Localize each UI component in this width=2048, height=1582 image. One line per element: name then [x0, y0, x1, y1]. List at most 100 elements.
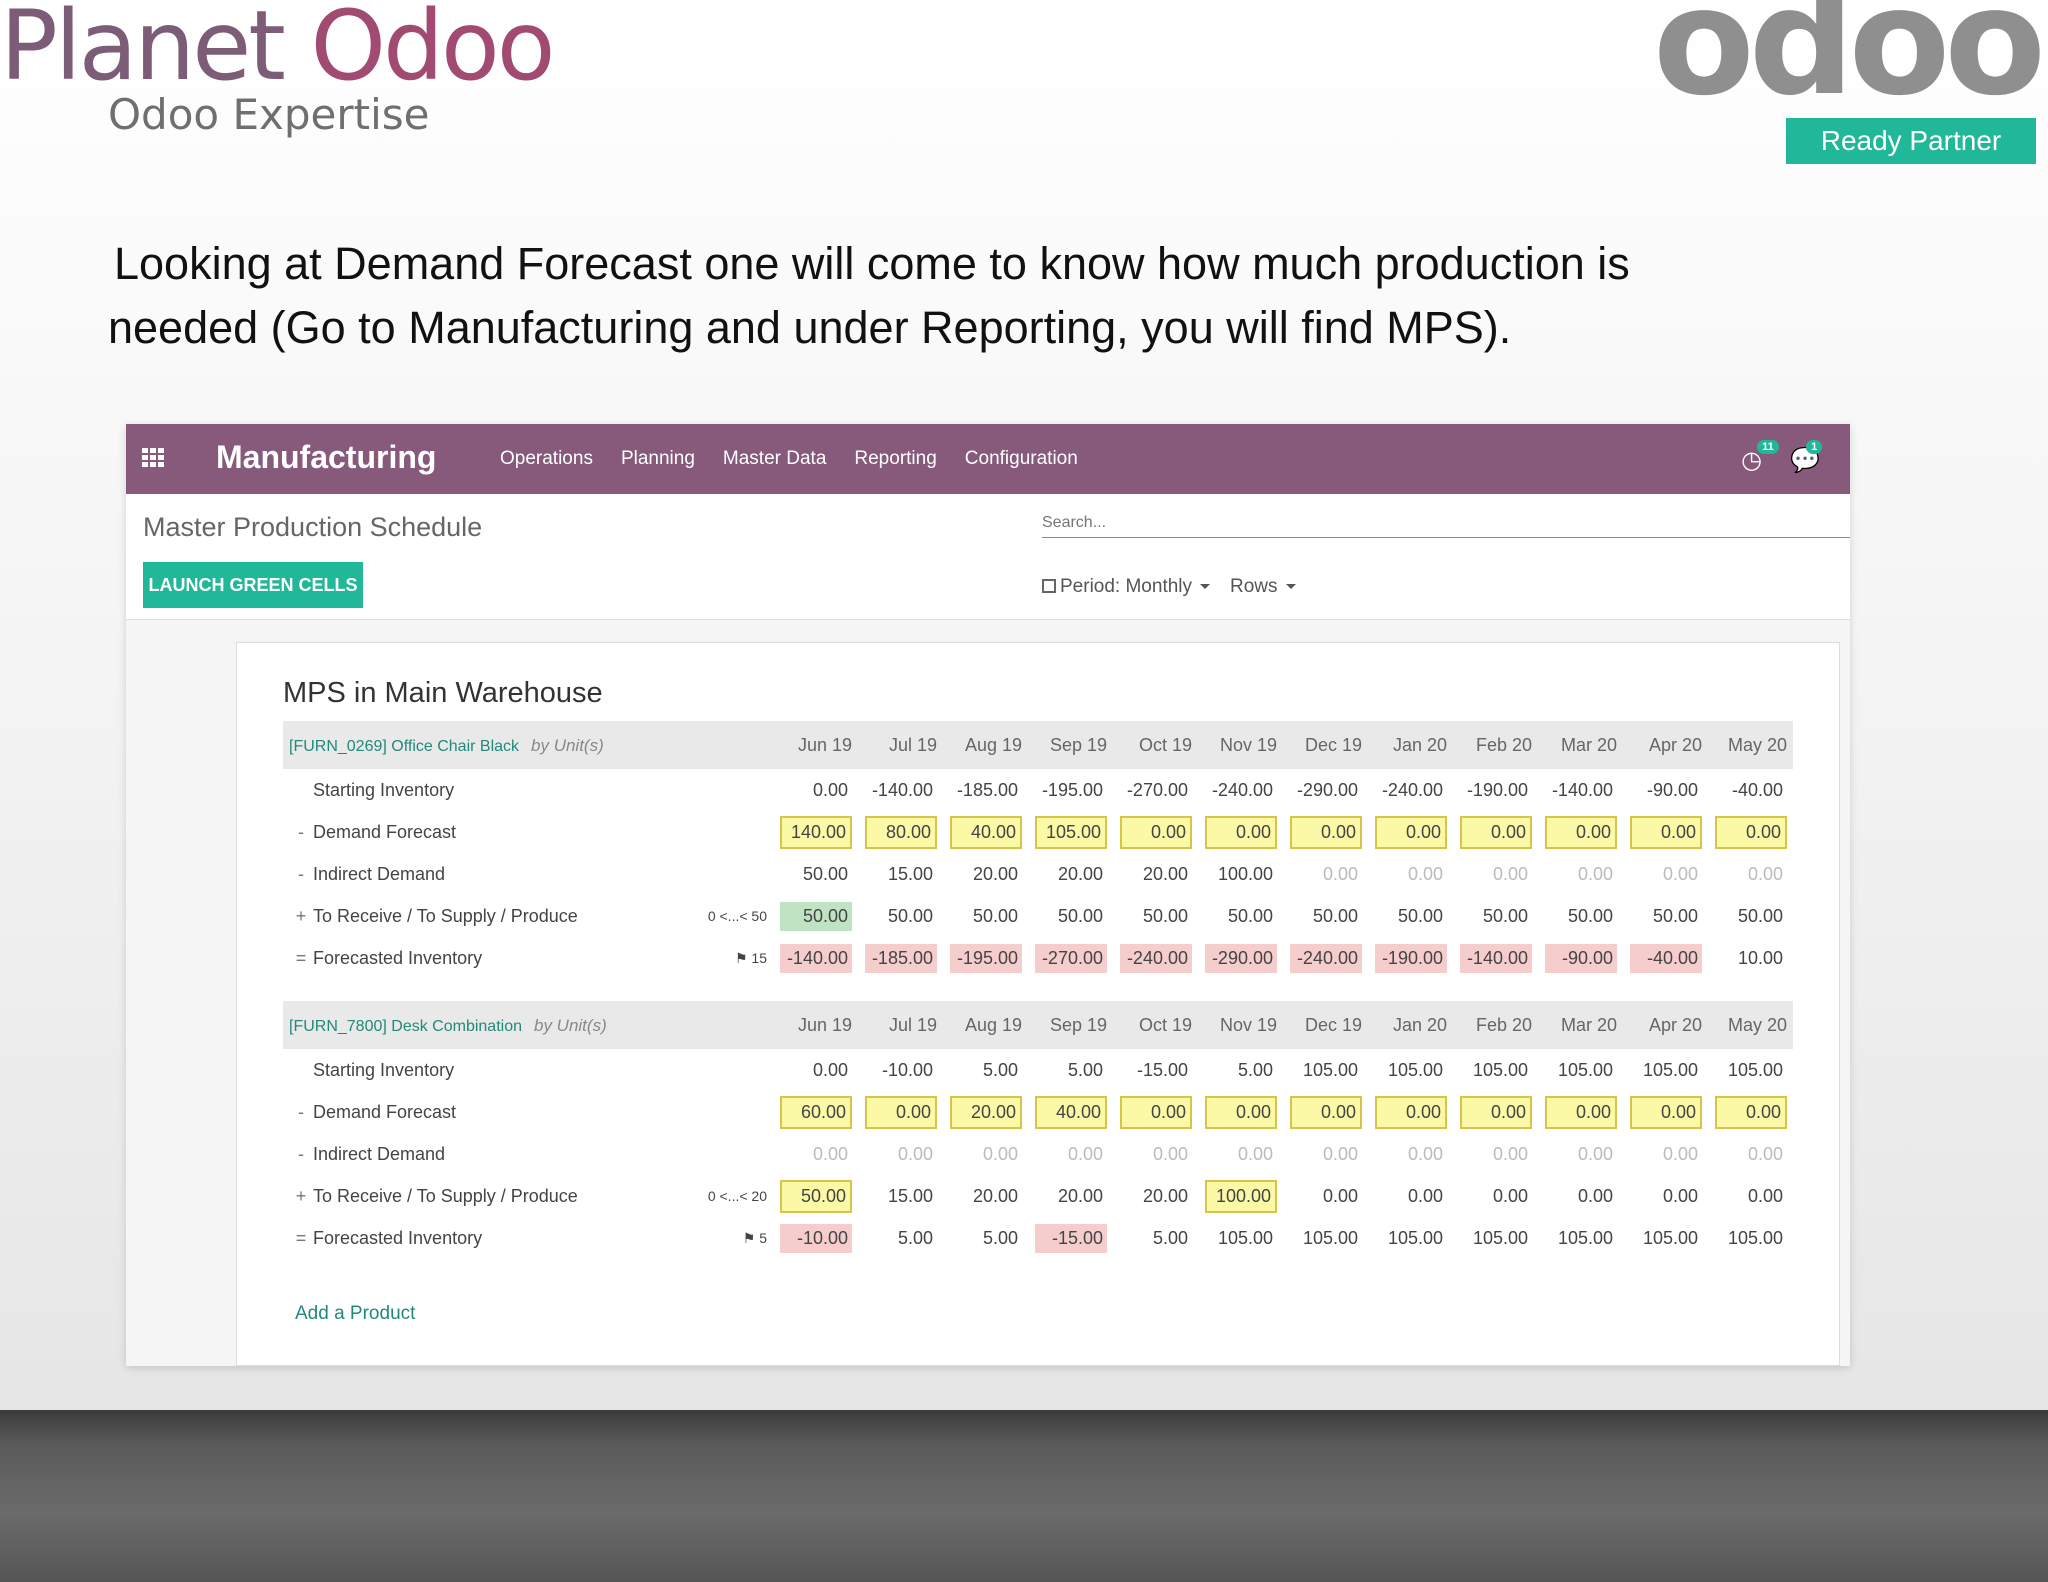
- mps-value-cell[interactable]: 0.00: [1623, 811, 1708, 853]
- mps-value-cell: 105.00: [1623, 1049, 1708, 1091]
- mps-value-cell[interactable]: 0.00: [858, 1091, 943, 1133]
- mps-value-cell[interactable]: 0.00: [1538, 1091, 1623, 1133]
- control-panel: Master Production Schedule LAUNCH GREEN …: [126, 494, 1850, 620]
- mps-value[interactable]: 40.00: [950, 815, 1022, 849]
- safety-range[interactable]: 0 <...< 20: [683, 1175, 773, 1217]
- mps-value-cell[interactable]: 0.00: [1368, 1091, 1453, 1133]
- mps-value-cell: -140.00: [1453, 937, 1538, 979]
- product-code[interactable]: [FURN_0269] Office Chair Black: [289, 737, 520, 755]
- rows-label: Rows: [1230, 576, 1278, 597]
- mps-value-cell: 105.00: [1453, 1217, 1538, 1259]
- mps-row: Starting Inventory 0.00 -140.00 -185.00 -195…: [283, 769, 1793, 811]
- mps-value-cell: 0.00: [1283, 1133, 1368, 1175]
- mps-value-cell[interactable]: 0.00: [1113, 1091, 1198, 1133]
- search-input[interactable]: [1042, 508, 1850, 538]
- mps-value-cell[interactable]: 0.00: [1283, 811, 1368, 853]
- mps-value-cell[interactable]: 0.00: [1453, 1091, 1538, 1133]
- mps-value[interactable]: 0.00: [1375, 815, 1447, 849]
- mps-value-cell[interactable]: 0.00: [1623, 1091, 1708, 1133]
- mps-value[interactable]: 0.00: [865, 1095, 937, 1129]
- mps-value[interactable]: 0.00: [1460, 815, 1532, 849]
- mps-value: -240.00: [1290, 943, 1362, 973]
- mps-value-cell[interactable]: 0.00: [1368, 811, 1453, 853]
- apps-grid-icon[interactable]: [142, 448, 168, 470]
- rows-dropdown[interactable]: Rows: [1230, 576, 1296, 598]
- mps-value-cell[interactable]: 50.00: [773, 1175, 858, 1217]
- mps-value[interactable]: 0.00: [1545, 815, 1617, 849]
- mps-value[interactable]: 0.00: [1120, 815, 1192, 849]
- period-dropdown[interactable]: Period: Monthly: [1042, 576, 1211, 598]
- add-product-link[interactable]: Add a Product: [295, 1303, 416, 1324]
- row-label-text: Demand Forecast: [313, 821, 457, 842]
- mps-value-cell[interactable]: 140.00: [773, 811, 858, 853]
- product-name[interactable]: [FURN_7800] Desk Combination by Unit(s): [283, 1001, 773, 1049]
- mps-value[interactable]: 0.00: [1290, 1095, 1362, 1129]
- mps-value-cell[interactable]: 20.00: [943, 1091, 1028, 1133]
- launch-green-cells-button[interactable]: LAUNCH GREEN CELLS: [143, 562, 363, 608]
- mps-value-cell[interactable]: 0.00: [1198, 1091, 1283, 1133]
- mps-value: -40.00: [1630, 943, 1702, 973]
- mps-value[interactable]: 0.00: [1205, 815, 1277, 849]
- mps-value-cell[interactable]: 105.00: [1028, 811, 1113, 853]
- safety-range: [683, 1091, 773, 1133]
- messages-icon[interactable]: 💬 1: [1790, 440, 1823, 475]
- mps-value: 15.00: [887, 863, 933, 884]
- row-sign: -: [298, 821, 304, 842]
- mps-value-cell[interactable]: 0.00: [1708, 811, 1793, 853]
- mps-value[interactable]: 0.00: [1630, 815, 1702, 849]
- mps-value-cell[interactable]: 40.00: [943, 811, 1028, 853]
- mps-value-cell: 5.00: [1198, 1049, 1283, 1091]
- mps-value-cell[interactable]: 80.00: [858, 811, 943, 853]
- mps-value-cell[interactable]: 100.00: [1198, 1175, 1283, 1217]
- mps-value[interactable]: 0.00: [1545, 1095, 1617, 1129]
- mps-value[interactable]: 80.00: [865, 815, 937, 849]
- mps-value-cell: 50.00: [1368, 895, 1453, 937]
- mps-value-cell[interactable]: 0.00: [1113, 811, 1198, 853]
- mps-value[interactable]: 140.00: [780, 815, 852, 849]
- mps-value[interactable]: 0.00: [1715, 815, 1787, 849]
- mps-value[interactable]: 0.00: [1290, 815, 1362, 849]
- mps-value: 0.00: [1747, 1185, 1783, 1206]
- mps-value[interactable]: 20.00: [950, 1095, 1022, 1129]
- mps-value-cell[interactable]: 0.00: [1538, 811, 1623, 853]
- row-label-text: Indirect Demand: [313, 863, 446, 884]
- menu-master-data[interactable]: Master Data: [722, 448, 827, 469]
- mps-value-cell: -10.00: [773, 1217, 858, 1259]
- menu-operations[interactable]: Operations: [500, 448, 593, 469]
- mps-value[interactable]: 0.00: [1120, 1095, 1192, 1129]
- mps-value-cell[interactable]: 40.00: [1028, 1091, 1113, 1133]
- mps-value[interactable]: 105.00: [1035, 815, 1107, 849]
- mps-value: 20.00: [1057, 863, 1103, 884]
- mps-value-cell[interactable]: 60.00: [773, 1091, 858, 1133]
- mps-value[interactable]: 60.00: [780, 1095, 852, 1129]
- menu-configuration[interactable]: Configuration: [964, 448, 1078, 469]
- menu-reporting[interactable]: Reporting: [854, 448, 937, 469]
- mps-value[interactable]: 40.00: [1035, 1095, 1107, 1129]
- safety-range[interactable]: 0 <...< 50: [683, 895, 773, 937]
- product-name[interactable]: [FURN_0269] Office Chair Black by Unit(s): [283, 721, 773, 769]
- mps-value: 105.00: [1217, 1227, 1273, 1248]
- mps-value-cell[interactable]: 0.00: [1283, 1091, 1368, 1133]
- ready-partner-badge: Ready Partner: [1786, 118, 2036, 164]
- activity-icon[interactable]: ◷ 11: [1741, 440, 1779, 475]
- map-marker-icon: ⚑: [742, 1229, 760, 1246]
- mps-value[interactable]: 0.00: [1630, 1095, 1702, 1129]
- mps-value[interactable]: 50.00: [780, 1179, 852, 1213]
- mps-value-cell[interactable]: 0.00: [1198, 811, 1283, 853]
- app-name[interactable]: Manufacturing: [216, 439, 437, 475]
- menu-planning[interactable]: Planning: [620, 448, 695, 469]
- mps-title: MPS in Main Warehouse: [283, 677, 603, 709]
- row-label: = Forecasted Inventory: [283, 1217, 683, 1259]
- product-code[interactable]: [FURN_7800] Desk Combination: [289, 1017, 522, 1035]
- mps-value[interactable]: 100.00: [1205, 1179, 1277, 1213]
- row-label-text: To Receive / To Supply / Produce: [313, 905, 578, 926]
- mps-value-cell: 105.00: [1538, 1049, 1623, 1091]
- mps-value-cell[interactable]: 0.00: [1708, 1091, 1793, 1133]
- mps-value[interactable]: 0.00: [1460, 1095, 1532, 1129]
- mps-value[interactable]: 0.00: [1715, 1095, 1787, 1129]
- mps-value[interactable]: 0.00: [1375, 1095, 1447, 1129]
- mps-value: 0.00: [1407, 863, 1443, 884]
- mps-value[interactable]: 0.00: [1205, 1095, 1277, 1129]
- row-label: Starting Inventory: [283, 1049, 683, 1091]
- mps-value-cell[interactable]: 0.00: [1453, 811, 1538, 853]
